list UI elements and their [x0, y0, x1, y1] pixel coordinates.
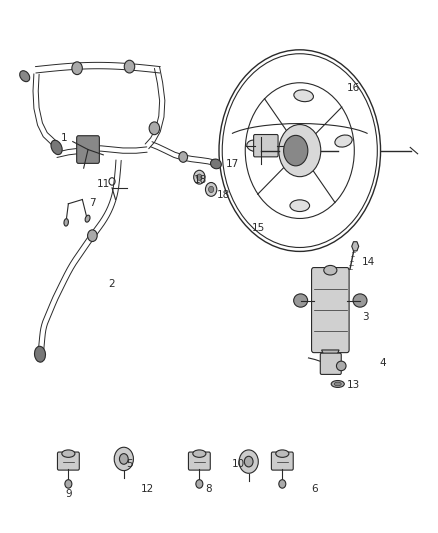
Circle shape [149, 122, 159, 135]
Circle shape [197, 174, 202, 180]
Text: 2: 2 [109, 279, 115, 288]
Ellipse shape [279, 125, 321, 176]
Text: 4: 4 [379, 358, 386, 368]
Ellipse shape [335, 135, 352, 147]
Circle shape [124, 60, 135, 73]
Circle shape [179, 152, 187, 163]
Ellipse shape [193, 450, 206, 457]
FancyBboxPatch shape [188, 452, 210, 470]
Circle shape [72, 62, 82, 75]
FancyBboxPatch shape [57, 452, 79, 470]
Ellipse shape [35, 346, 46, 362]
Ellipse shape [324, 265, 337, 275]
Text: 15: 15 [252, 223, 265, 233]
Ellipse shape [276, 450, 289, 457]
Ellipse shape [334, 382, 341, 386]
Circle shape [208, 186, 214, 192]
Ellipse shape [62, 450, 75, 457]
Circle shape [114, 447, 134, 471]
FancyBboxPatch shape [272, 452, 293, 470]
Text: 18: 18 [217, 190, 230, 200]
Ellipse shape [211, 159, 221, 169]
Text: 11: 11 [97, 179, 110, 189]
Text: 3: 3 [362, 312, 369, 322]
FancyBboxPatch shape [77, 136, 99, 164]
Circle shape [88, 230, 97, 241]
Text: 6: 6 [312, 484, 318, 494]
Circle shape [65, 480, 72, 488]
Circle shape [120, 454, 128, 464]
Ellipse shape [284, 135, 308, 166]
FancyBboxPatch shape [311, 268, 349, 353]
Text: 12: 12 [140, 484, 154, 494]
Ellipse shape [85, 215, 90, 222]
Ellipse shape [290, 200, 310, 212]
Text: 10: 10 [232, 459, 245, 469]
Ellipse shape [247, 140, 264, 152]
Circle shape [205, 182, 217, 196]
Circle shape [196, 480, 203, 488]
Ellipse shape [20, 71, 30, 82]
Circle shape [244, 456, 253, 467]
Text: 14: 14 [362, 257, 375, 267]
Text: 13: 13 [347, 379, 360, 390]
Text: 1: 1 [61, 133, 67, 143]
Circle shape [194, 170, 205, 184]
FancyBboxPatch shape [320, 353, 341, 374]
Text: 7: 7 [89, 198, 95, 208]
Ellipse shape [353, 294, 367, 307]
FancyBboxPatch shape [254, 134, 278, 157]
Text: 18: 18 [194, 175, 207, 185]
Text: 16: 16 [347, 83, 360, 93]
Text: 8: 8 [205, 484, 212, 494]
Text: 9: 9 [65, 489, 72, 499]
Ellipse shape [51, 140, 62, 155]
Ellipse shape [331, 381, 344, 387]
Text: 17: 17 [226, 159, 239, 169]
Text: 5: 5 [126, 459, 133, 469]
Ellipse shape [64, 219, 68, 226]
Ellipse shape [336, 361, 346, 370]
Circle shape [239, 450, 258, 473]
Circle shape [279, 480, 286, 488]
Polygon shape [321, 350, 339, 362]
Ellipse shape [293, 294, 307, 307]
Ellipse shape [294, 90, 314, 102]
Polygon shape [352, 241, 359, 251]
